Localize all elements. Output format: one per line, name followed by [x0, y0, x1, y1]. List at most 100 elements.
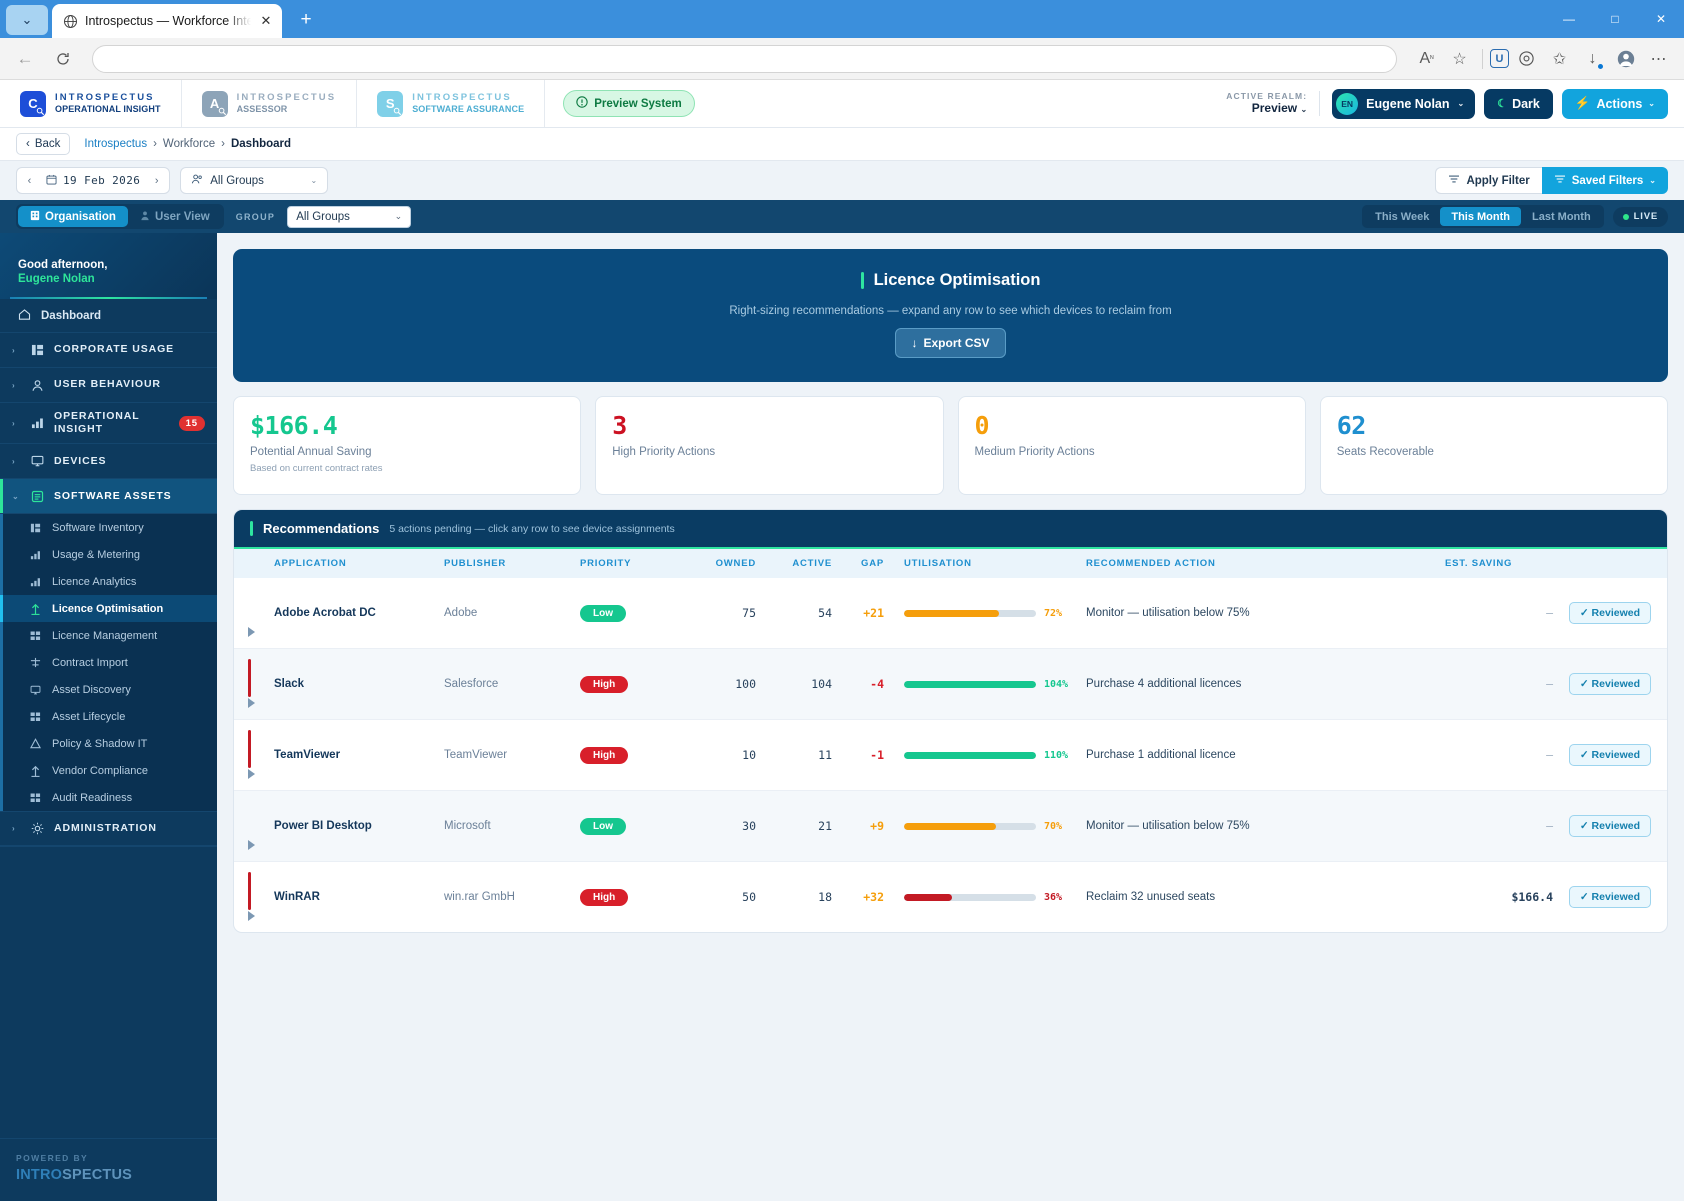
downloads-icon[interactable]: ↓ — [1577, 44, 1608, 74]
expand-cell[interactable] — [234, 578, 268, 649]
extension-u-icon[interactable]: U — [1490, 49, 1509, 68]
table-row[interactable]: WinRAR win.rar GmbH High 50 18 +32 36% — [234, 862, 1667, 933]
breadcrumb-item-workforce[interactable]: Workforce — [162, 138, 216, 150]
date-value-group[interactable]: 19 Feb 2026 — [42, 174, 144, 188]
col-publisher[interactable]: PUBLISHER — [438, 549, 574, 578]
date-prev-button[interactable]: ‹ — [27, 174, 32, 187]
dark-mode-button[interactable]: ☾ Dark — [1484, 88, 1553, 119]
apply-filter-button[interactable]: Apply Filter — [1435, 167, 1542, 194]
sidebar-group-corporate-usage[interactable]: › CORPORATE USAGE — [0, 333, 217, 368]
sidebar-item-vendor-compliance[interactable]: Vendor Compliance — [3, 757, 217, 784]
reviewed-button[interactable]: ✓ Reviewed — [1568, 602, 1651, 624]
export-csv-button[interactable]: ↓ Export CSV — [895, 328, 1006, 358]
sidebar-item-policy-shadow-it[interactable]: Policy & Shadow IT — [3, 730, 217, 757]
reviewed-button[interactable]: ✓ Reviewed — [1568, 886, 1651, 908]
table-row[interactable]: Adobe Acrobat DC Adobe Low 75 54 +21 72% — [234, 578, 1667, 649]
actions-button[interactable]: ⚡ Actions ⌄ — [1561, 88, 1668, 119]
group-filter-select[interactable]: All Groups ⌄ — [180, 167, 329, 194]
window-close-icon[interactable]: ✕ — [1655, 12, 1667, 26]
bars-icon — [30, 417, 45, 429]
expand-cell[interactable] — [234, 862, 268, 933]
sidebar-group-devices[interactable]: › DEVICES — [0, 444, 217, 480]
sidebar-footer: POWERED BY INTROSPECTUS — [0, 1138, 217, 1201]
table-row[interactable]: Slack Salesforce High 100 104 -4 104% — [234, 648, 1667, 720]
sidebar-item-asset-discovery[interactable]: Asset Discovery — [3, 676, 217, 703]
collections-icon[interactable]: ✩ — [1552, 50, 1567, 68]
avatar: EN — [1336, 92, 1359, 115]
back-icon[interactable]: ← — [16, 48, 34, 68]
expand-cell[interactable] — [234, 790, 268, 862]
utilisation-bar — [904, 751, 1036, 759]
date-picker[interactable]: ‹ 19 Feb 2026 › — [16, 167, 171, 194]
settings-more-icon[interactable]: ⋯ — [1650, 50, 1667, 68]
sidebar-item-usage-metering[interactable]: Usage & Metering — [3, 541, 217, 568]
col-application[interactable]: APPLICATION — [268, 549, 438, 578]
grid-icon — [29, 631, 42, 641]
sidebar-item-software-inventory[interactable]: Software Inventory — [3, 514, 217, 541]
sidebar-item-asset-lifecycle[interactable]: Asset Lifecycle — [3, 703, 217, 730]
sidebar-group-user-behaviour[interactable]: › USER BEHAVIOUR — [0, 368, 217, 403]
back-button[interactable]: ‹ Back — [16, 133, 71, 155]
range-this-week[interactable]: This Week — [1375, 210, 1430, 223]
priority-badge: High — [580, 675, 629, 693]
maximize-icon[interactable]: □ — [1611, 12, 1619, 26]
expand-triangle-icon[interactable] — [248, 768, 255, 779]
col-gap[interactable]: GAP — [838, 549, 890, 578]
sidebar-item-audit-readiness[interactable]: Audit Readiness — [3, 784, 217, 811]
minimize-icon[interactable]: — — [1563, 12, 1575, 26]
brand-logo-icon: S — [377, 90, 404, 117]
brand-software-assurance[interactable]: S INTROSPECTUS SOFTWARE ASSURANCE — [357, 80, 546, 127]
reviewed-button[interactable]: ✓ Reviewed — [1568, 744, 1651, 766]
sidebar-item-licence-management[interactable]: Licence Management — [3, 622, 217, 649]
favorite-star-icon[interactable]: ☆ — [1452, 50, 1467, 68]
browser-essentials-icon[interactable] — [1511, 44, 1542, 74]
close-icon[interactable]: ✕ — [260, 13, 272, 28]
tab-list-chevron-icon[interactable]: ⌄ — [6, 5, 48, 35]
expand-triangle-icon[interactable] — [248, 697, 255, 708]
tab-organisation[interactable]: Organisation — [18, 206, 128, 227]
sidebar-group-administration[interactable]: › ADMINISTRATION — [0, 811, 217, 847]
expand-cell[interactable] — [234, 648, 268, 720]
col-recommended-action[interactable]: RECOMMENDED ACTION — [1080, 549, 1439, 578]
sidebar-item-contract-import[interactable]: Contract Import — [3, 649, 217, 676]
reload-icon[interactable] — [48, 44, 78, 74]
group-filter-value: All Groups — [210, 174, 264, 187]
saved-filters-label: Saved Filters — [1571, 174, 1644, 187]
expand-cell[interactable] — [234, 719, 268, 791]
col-utilisation[interactable]: UTILISATION — [890, 549, 1080, 578]
expand-triangle-icon[interactable] — [248, 910, 255, 921]
active-realm[interactable]: ACTIVE REALM: Preview ⌄ — [1226, 91, 1321, 116]
breadcrumb-item-introspectus[interactable]: Introspectus — [84, 138, 148, 150]
sidebar-item-dashboard[interactable]: Dashboard — [0, 299, 217, 333]
new-tab-button[interactable]: + — [300, 9, 312, 30]
brand-assessor[interactable]: A INTROSPECTUS ASSESSOR — [182, 80, 358, 127]
brand-operational-insight[interactable]: C INTROSPECTUS OPERATIONAL INSIGHT — [0, 80, 182, 127]
col-active[interactable]: ACTIVE — [762, 549, 838, 578]
group-select[interactable]: All Groups ⌄ — [287, 205, 412, 228]
col-priority[interactable]: PRIORITY — [574, 549, 686, 578]
sidebar-group-software-assets[interactable]: ⌄ SOFTWARE ASSETS — [0, 479, 217, 515]
sidebar-group-operational-insight[interactable]: › OPERATIONAL INSIGHT 15 — [0, 403, 217, 445]
expand-triangle-icon[interactable] — [248, 839, 255, 850]
col-owned[interactable]: OWNED — [686, 549, 762, 578]
browser-tab[interactable]: Introspectus — Workforce Intelligence ✕ — [52, 4, 282, 38]
expand-triangle-icon[interactable] — [248, 626, 255, 637]
sidebar-item-licence-optimisation[interactable]: Licence Optimisation — [0, 595, 217, 623]
profile-avatar-icon[interactable] — [1610, 44, 1641, 74]
sidebar-item-label: Vendor Compliance — [52, 764, 149, 777]
col-est-saving[interactable]: EST. SAVING — [1439, 549, 1559, 578]
reviewed-button[interactable]: ✓ Reviewed — [1568, 815, 1651, 837]
table-row[interactable]: Power BI Desktop Microsoft Low 30 21 +9 … — [234, 790, 1667, 862]
url-input[interactable] — [92, 44, 1397, 73]
range-this-month[interactable]: This Month — [1440, 207, 1521, 226]
kpi-cards: $166.4 Potential Annual Saving Based on … — [233, 396, 1668, 495]
range-last-month[interactable]: Last Month — [1532, 210, 1591, 223]
table-row[interactable]: TeamViewer TeamViewer High 10 11 -1 110% — [234, 719, 1667, 791]
reviewed-button[interactable]: ✓ Reviewed — [1568, 673, 1651, 695]
tab-user-view[interactable]: User View — [128, 206, 222, 227]
date-next-button[interactable]: › — [154, 174, 159, 187]
sidebar-item-licence-analytics[interactable]: Licence Analytics — [3, 568, 217, 595]
saved-filters-button[interactable]: Saved Filters ⌄ — [1541, 167, 1668, 194]
user-menu-button[interactable]: EN Eugene Nolan ⌄ — [1332, 88, 1476, 119]
